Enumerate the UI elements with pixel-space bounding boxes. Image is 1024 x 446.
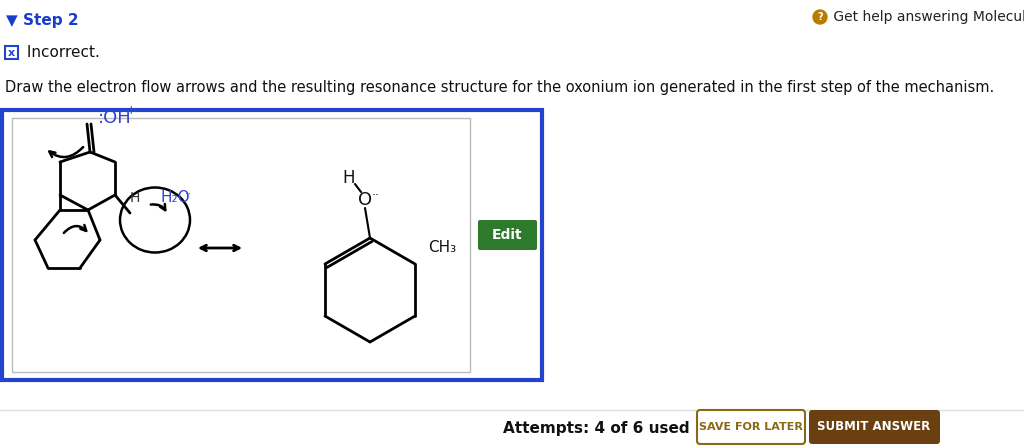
Circle shape [813, 10, 827, 24]
FancyBboxPatch shape [5, 46, 18, 59]
FancyBboxPatch shape [697, 410, 805, 444]
Text: SAVE FOR LATER: SAVE FOR LATER [699, 422, 803, 432]
FancyBboxPatch shape [478, 220, 537, 250]
Text: O: O [358, 191, 372, 209]
Text: ··: ·· [184, 189, 191, 199]
Text: SUBMIT ANSWER: SUBMIT ANSWER [817, 421, 931, 434]
Text: H: H [130, 191, 140, 205]
Text: Incorrect.: Incorrect. [22, 45, 100, 60]
Text: +: + [126, 103, 136, 116]
Text: x: x [8, 48, 15, 58]
Text: ▼ Step 2: ▼ Step 2 [6, 13, 79, 28]
FancyBboxPatch shape [2, 110, 542, 380]
Text: Draw the electron flow arrows and the resulting resonance structure for the oxon: Draw the electron flow arrows and the re… [5, 80, 994, 95]
Text: Get help answering Molecular Drawing questions.: Get help answering Molecular Drawing que… [829, 10, 1024, 24]
FancyBboxPatch shape [12, 118, 470, 372]
Text: :OH: :OH [98, 109, 132, 127]
Text: Edit: Edit [493, 228, 523, 242]
Text: CH₃: CH₃ [428, 240, 456, 256]
Text: ··: ·· [372, 190, 380, 202]
Text: H: H [343, 169, 355, 187]
Text: Attempts: 4 of 6 used: Attempts: 4 of 6 used [504, 421, 690, 435]
FancyBboxPatch shape [809, 410, 940, 444]
Text: H₂O: H₂O [160, 190, 189, 206]
Text: ?: ? [817, 12, 823, 22]
